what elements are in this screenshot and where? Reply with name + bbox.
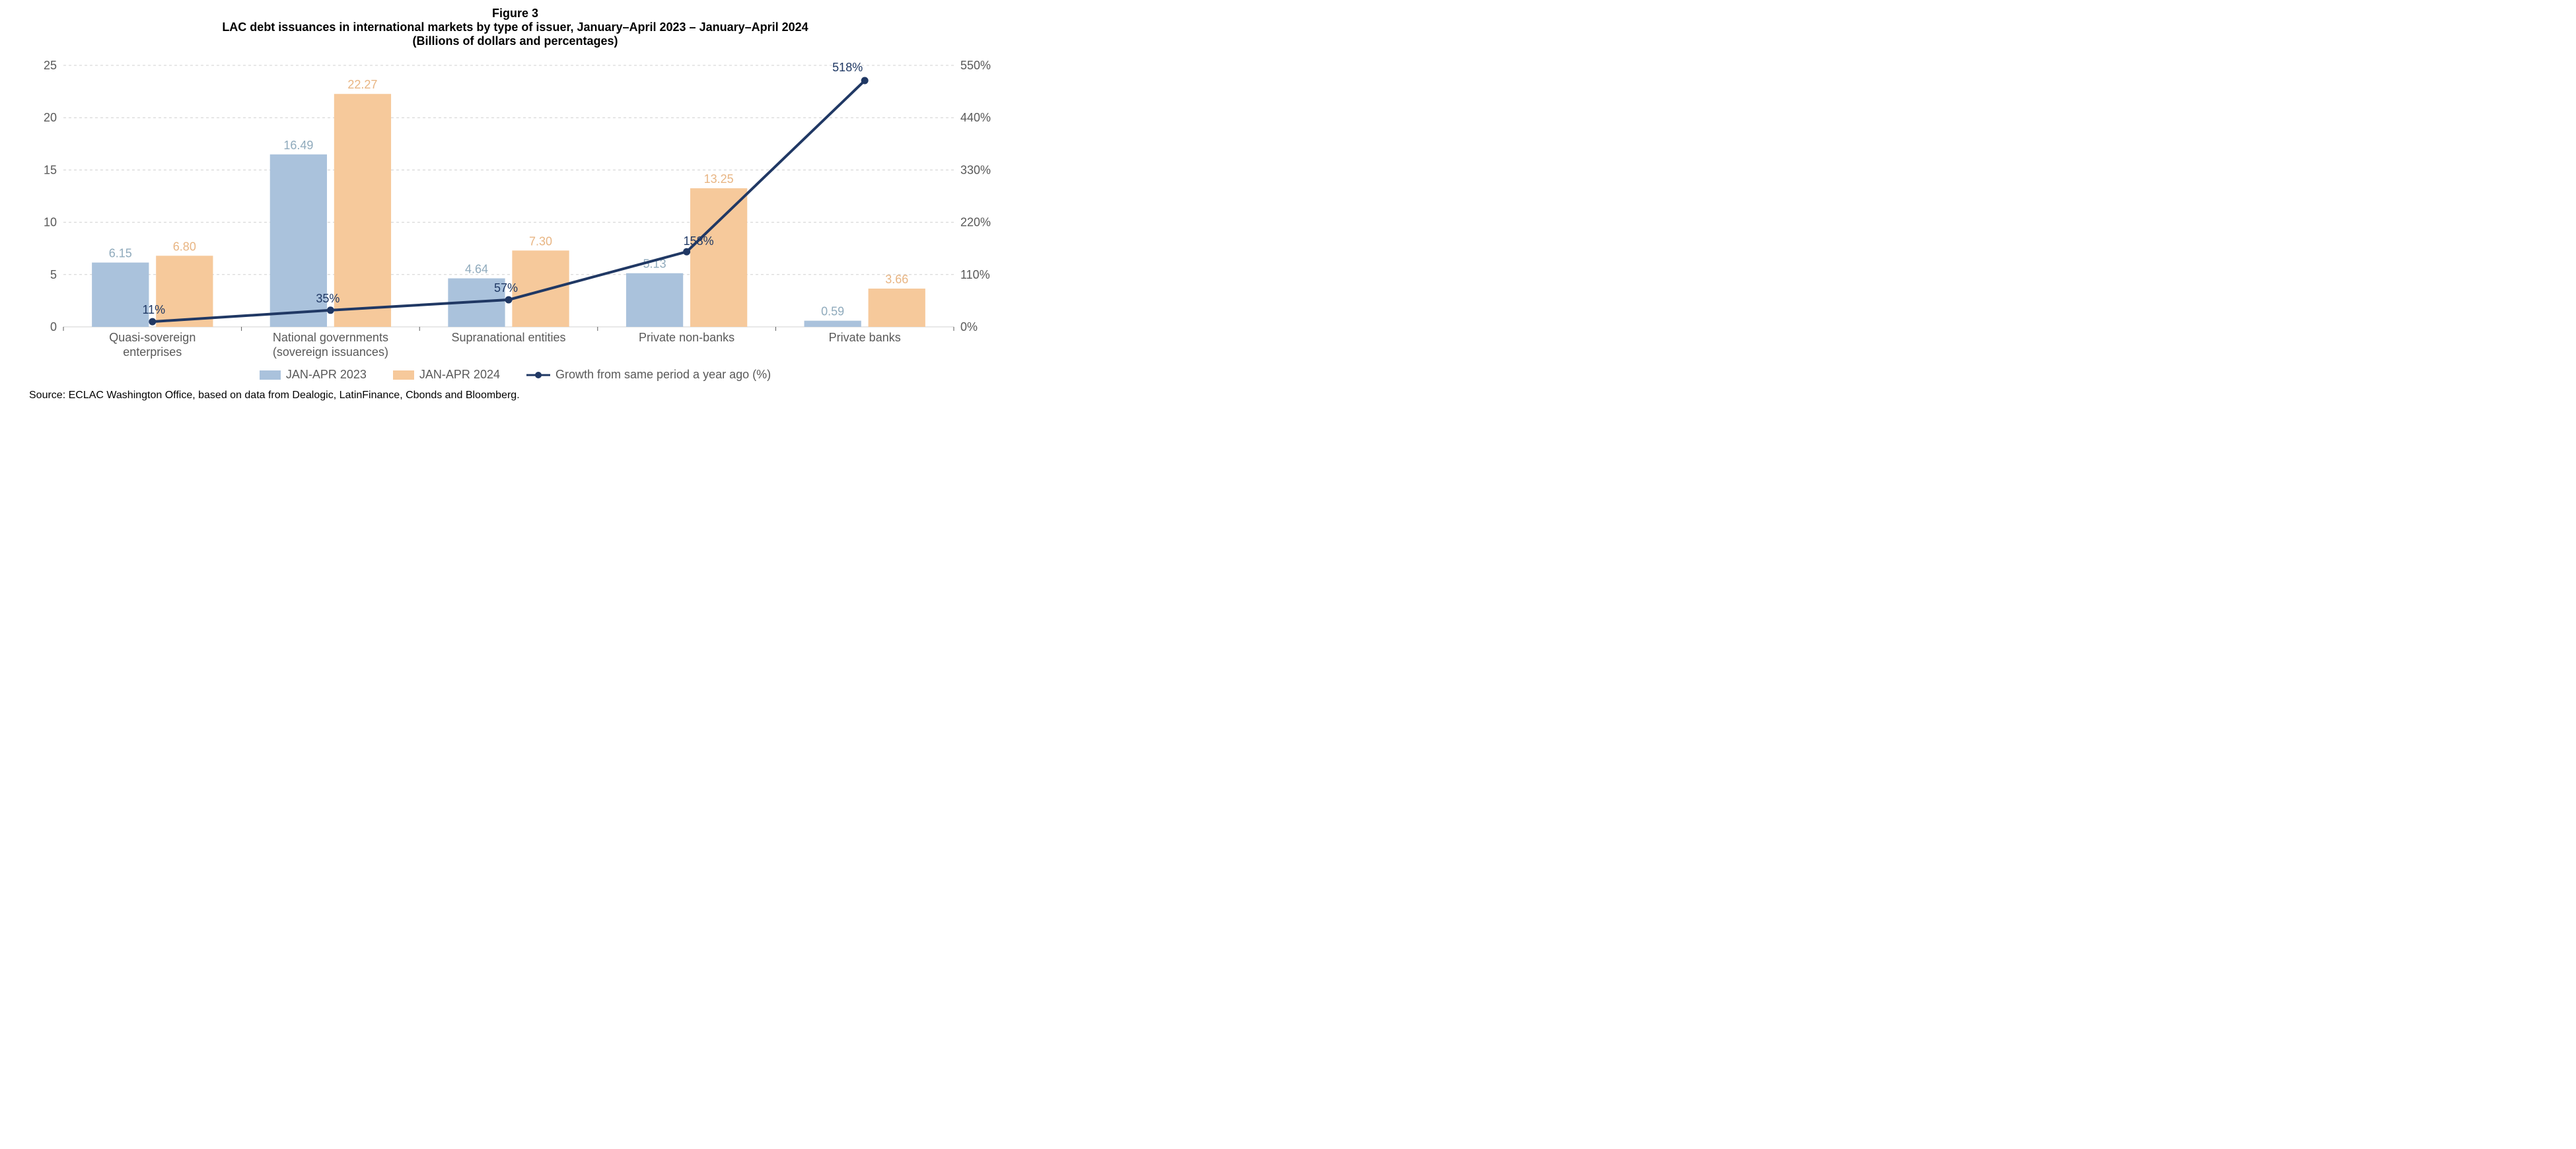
svg-text:Supranational entities: Supranational entities xyxy=(451,331,565,344)
svg-text:6.80: 6.80 xyxy=(173,240,196,253)
legend-item-series2: JAN-APR 2024 xyxy=(393,368,500,382)
svg-text:158%: 158% xyxy=(684,234,714,248)
svg-text:57%: 57% xyxy=(494,281,518,295)
svg-text:110%: 110% xyxy=(960,268,990,281)
legend-swatch-series1 xyxy=(260,370,281,380)
legend: JAN-APR 2023 JAN-APR 2024 Growth from sa… xyxy=(26,368,1004,382)
svg-text:(sovereign issuances): (sovereign issuances) xyxy=(273,345,388,359)
legend-label-series2: JAN-APR 2024 xyxy=(419,368,500,382)
svg-text:7.30: 7.30 xyxy=(529,234,552,248)
svg-text:5: 5 xyxy=(50,268,57,281)
svg-text:16.49: 16.49 xyxy=(283,139,313,152)
svg-text:Private non-banks: Private non-banks xyxy=(639,331,734,344)
figure-label: Figure 3 xyxy=(26,7,1004,20)
svg-text:10: 10 xyxy=(44,216,57,229)
svg-text:440%: 440% xyxy=(960,111,991,124)
svg-text:6.15: 6.15 xyxy=(109,247,132,260)
title-line-2: (Billions of dollars and percentages) xyxy=(26,34,1004,48)
svg-text:15: 15 xyxy=(44,163,57,176)
svg-text:550%: 550% xyxy=(960,59,991,72)
svg-text:20: 20 xyxy=(44,111,57,124)
chart-container: Figure 3 LAC debt issuances in internati… xyxy=(0,0,1030,460)
source-note: Source: ECLAC Washington Office, based o… xyxy=(26,390,1004,401)
svg-text:220%: 220% xyxy=(960,216,991,229)
svg-text:4.64: 4.64 xyxy=(465,263,488,276)
legend-item-growth: Growth from same period a year ago (%) xyxy=(526,368,771,382)
svg-text:11%: 11% xyxy=(142,303,165,316)
svg-text:3.66: 3.66 xyxy=(885,273,908,286)
svg-text:22.27: 22.27 xyxy=(347,78,377,91)
chart-svg: 0 5 10 15 20 25 0% 110% 220% 330% 440% 550% 6.15 6.80… xyxy=(26,53,1004,364)
svg-text:518%: 518% xyxy=(832,61,863,74)
svg-text:13.25: 13.25 xyxy=(704,172,734,186)
svg-text:35%: 35% xyxy=(316,292,340,305)
svg-text:National governments: National governments xyxy=(273,331,388,344)
svg-text:enterprises: enterprises xyxy=(123,345,182,359)
svg-text:330%: 330% xyxy=(960,163,991,176)
svg-text:0.59: 0.59 xyxy=(821,305,844,318)
svg-text:0%: 0% xyxy=(960,320,978,333)
svg-text:0: 0 xyxy=(50,320,57,333)
svg-text:Quasi-sovereign: Quasi-sovereign xyxy=(109,331,196,344)
legend-swatch-series2 xyxy=(393,370,414,380)
legend-label-series1: JAN-APR 2023 xyxy=(286,368,367,382)
legend-item-series1: JAN-APR 2023 xyxy=(260,368,367,382)
chart-title-block: Figure 3 LAC debt issuances in internati… xyxy=(26,7,1004,48)
plot-area: 0 5 10 15 20 25 0% 110% 220% 330% 440% 550% 6.15 6.80… xyxy=(26,53,1004,364)
svg-text:Private banks: Private banks xyxy=(829,331,901,344)
legend-label-growth: Growth from same period a year ago (%) xyxy=(555,368,771,382)
title-line-1: LAC debt issuances in international mark… xyxy=(26,20,1004,34)
svg-text:25: 25 xyxy=(44,59,57,72)
legend-swatch-growth xyxy=(526,370,550,380)
